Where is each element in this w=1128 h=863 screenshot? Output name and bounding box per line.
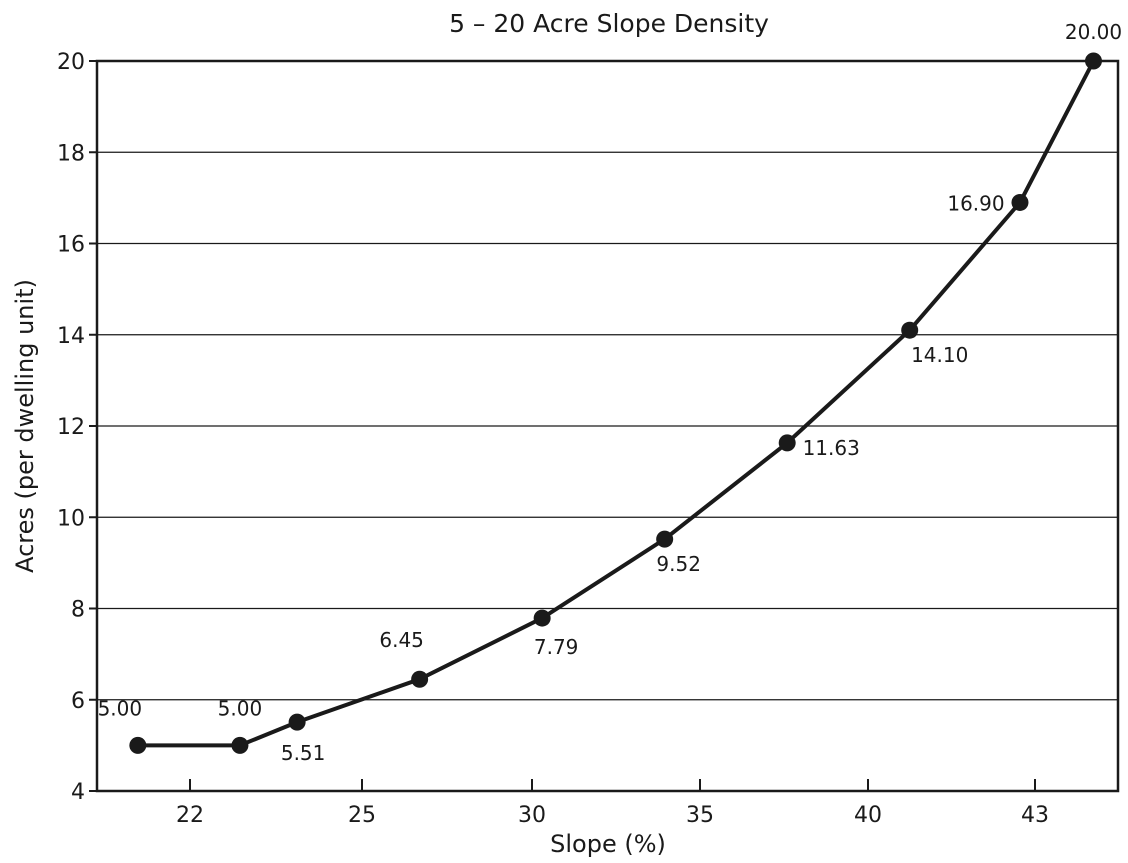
- y-tick-label: 6: [71, 689, 85, 714]
- data-point: [656, 530, 674, 548]
- data-label: 11.63: [803, 436, 860, 460]
- x-tick-label: 40: [854, 803, 882, 828]
- data-point: [901, 321, 919, 339]
- data-label: 20.00: [1065, 20, 1122, 44]
- data-label: 5.00: [218, 696, 263, 720]
- x-tick-label: 35: [686, 803, 714, 828]
- x-tick-label: 30: [518, 803, 546, 828]
- data-label: 6.45: [379, 628, 424, 652]
- y-axis: 4 6 8 10 12 14 16 18 20: [57, 50, 97, 805]
- data-label: 16.90: [947, 191, 1004, 215]
- y-axis-label: Acres (per dwelling unit): [11, 279, 39, 573]
- y-tick-label: 20: [57, 50, 85, 75]
- y-tick-label: 8: [71, 598, 85, 623]
- data-label: 9.52: [656, 552, 701, 576]
- data-point: [1084, 52, 1102, 70]
- y-tick-label: 10: [57, 506, 85, 531]
- series-line: [137, 60, 1096, 748]
- x-tick-label: 43: [1021, 803, 1049, 828]
- data-point: [288, 713, 306, 731]
- x-tick-label: 22: [176, 803, 204, 828]
- y-tick-label: 4: [71, 780, 85, 805]
- data-point: [231, 736, 249, 754]
- data-label: 14.10: [911, 343, 968, 367]
- data-label: 7.79: [534, 635, 579, 659]
- y-tick-label: 16: [57, 233, 85, 258]
- data-point: [1011, 193, 1029, 211]
- x-axis: 22 25 30 35 40 43: [176, 779, 1049, 828]
- chart-title: 5 – 20 Acre Slope Density: [449, 9, 769, 38]
- data-label: 5.51: [281, 741, 326, 765]
- data-label: 5.00: [98, 696, 143, 720]
- y-tick-label: 14: [57, 324, 85, 349]
- x-tick-label: 25: [348, 803, 376, 828]
- y-tick-label: 12: [57, 415, 85, 440]
- data-point: [778, 434, 796, 452]
- y-tick-label: 18: [57, 141, 85, 166]
- data-point: [533, 609, 551, 627]
- data-point: [129, 736, 147, 754]
- data-labels: 5.00 5.00 5.51 6.45 7.79 9.52 11.63 14.10 16.90 2…: [98, 20, 1123, 765]
- x-axis-label: Slope (%): [550, 830, 666, 858]
- data-points: [129, 52, 1102, 754]
- data-point: [411, 670, 429, 688]
- gridlines: [97, 151, 1118, 701]
